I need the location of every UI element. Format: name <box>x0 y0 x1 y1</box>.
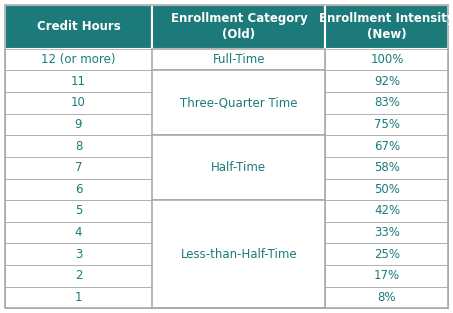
Text: 42%: 42% <box>374 204 400 218</box>
Text: 4: 4 <box>75 226 82 239</box>
Bar <box>152 222 326 244</box>
Text: 83%: 83% <box>374 96 400 109</box>
Bar <box>152 287 326 308</box>
Bar <box>5 200 152 222</box>
Text: 67%: 67% <box>374 140 400 152</box>
Text: 11: 11 <box>71 75 86 88</box>
Text: Less-than-Half-Time: Less-than-Half-Time <box>181 248 297 261</box>
Bar <box>152 70 326 92</box>
Bar <box>152 70 326 135</box>
Text: Enrollment Intensity
(New): Enrollment Intensity (New) <box>319 12 453 41</box>
Bar <box>5 222 152 244</box>
Text: 6: 6 <box>75 183 82 196</box>
Bar <box>152 244 326 265</box>
Bar <box>152 49 326 70</box>
Text: 2: 2 <box>75 269 82 282</box>
Text: 33%: 33% <box>374 226 400 239</box>
Text: Three-Quarter Time: Three-Quarter Time <box>180 96 298 109</box>
Bar <box>152 200 326 222</box>
Text: Half-Time: Half-Time <box>212 161 266 174</box>
Bar <box>5 244 152 265</box>
Bar <box>152 49 326 70</box>
Bar <box>326 200 448 222</box>
Text: 1: 1 <box>75 291 82 304</box>
Bar <box>326 265 448 287</box>
Bar <box>152 178 326 200</box>
Bar <box>326 178 448 200</box>
Text: 25%: 25% <box>374 248 400 261</box>
Bar <box>152 157 326 178</box>
Bar <box>326 222 448 244</box>
Text: 7: 7 <box>75 161 82 174</box>
Bar <box>5 265 152 287</box>
Text: 5: 5 <box>75 204 82 218</box>
Bar <box>326 135 448 157</box>
Bar <box>326 49 448 70</box>
Text: Credit Hours: Credit Hours <box>37 20 120 33</box>
Text: 17%: 17% <box>374 269 400 282</box>
Bar <box>5 114 152 135</box>
Bar <box>5 5 152 49</box>
Bar <box>152 92 326 114</box>
Bar <box>326 5 448 49</box>
Text: 58%: 58% <box>374 161 400 174</box>
Bar <box>5 135 152 157</box>
Bar <box>152 114 326 135</box>
Text: 50%: 50% <box>374 183 400 196</box>
Text: 8: 8 <box>75 140 82 152</box>
Text: 3: 3 <box>75 248 82 261</box>
Bar <box>152 265 326 287</box>
Bar <box>5 157 152 178</box>
Bar <box>152 135 326 157</box>
Bar <box>5 287 152 308</box>
Bar <box>5 70 152 92</box>
Bar <box>326 114 448 135</box>
Text: 75%: 75% <box>374 118 400 131</box>
Bar <box>152 200 326 308</box>
Bar <box>326 157 448 178</box>
Bar <box>5 92 152 114</box>
Bar <box>5 178 152 200</box>
Bar <box>5 49 152 70</box>
Bar <box>326 287 448 308</box>
Text: 10: 10 <box>71 96 86 109</box>
Bar <box>326 70 448 92</box>
Bar <box>152 5 326 49</box>
Text: Full-Time: Full-Time <box>212 53 265 66</box>
Bar <box>326 244 448 265</box>
Text: Enrollment Category
(Old): Enrollment Category (Old) <box>171 12 307 41</box>
Text: 100%: 100% <box>370 53 404 66</box>
Text: 12 (or more): 12 (or more) <box>41 53 116 66</box>
Text: 92%: 92% <box>374 75 400 88</box>
Text: 9: 9 <box>75 118 82 131</box>
Bar <box>326 92 448 114</box>
Text: 8%: 8% <box>378 291 396 304</box>
Bar <box>152 135 326 200</box>
